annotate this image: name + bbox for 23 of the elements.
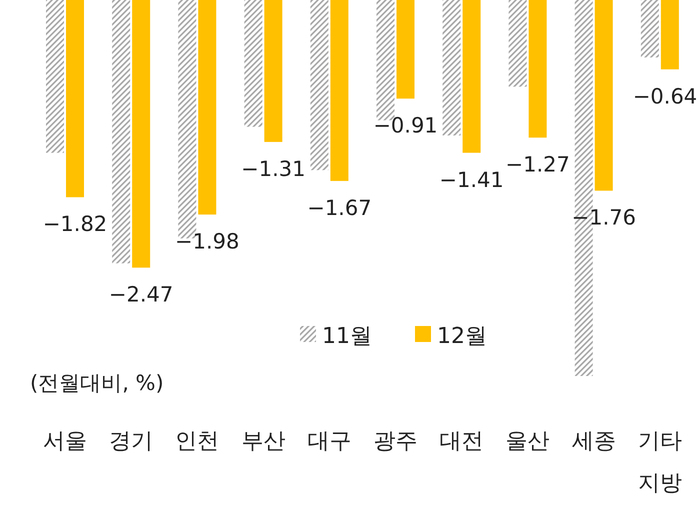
data-label: −0.64 — [632, 84, 698, 108]
legend-label: 12월 — [437, 324, 487, 349]
x-tick-label: 대전 — [440, 429, 484, 454]
annotation: (전월대비, %) — [30, 371, 164, 395]
x-tick-label: 울산 — [506, 429, 550, 454]
x-tick-label: 대구 — [307, 429, 352, 454]
data-label: −1.67 — [307, 196, 372, 220]
legend-label: 11월 — [322, 324, 372, 349]
data-label: −1.76 — [572, 206, 636, 230]
data-label: −1.98 — [175, 230, 240, 254]
x-tick-label: 세종 — [572, 429, 616, 454]
data-label: −1.41 — [439, 168, 504, 192]
data-label: −1.82 — [42, 212, 108, 236]
x-tick-label: 경기 — [109, 429, 154, 454]
x-tick-label: 기타 지방 — [638, 429, 682, 496]
data-label: −2.47 — [108, 282, 174, 307]
data-label: −1.31 — [241, 156, 306, 181]
x-tick-label: 광주 — [374, 429, 418, 454]
data-label: −0.91 — [373, 114, 438, 138]
data-label: −1.27 — [506, 152, 570, 177]
x-tick-label: 서울 — [43, 429, 87, 454]
x-tick-label: 부산 — [241, 429, 286, 454]
x-tick-label: 인천 — [175, 429, 220, 454]
